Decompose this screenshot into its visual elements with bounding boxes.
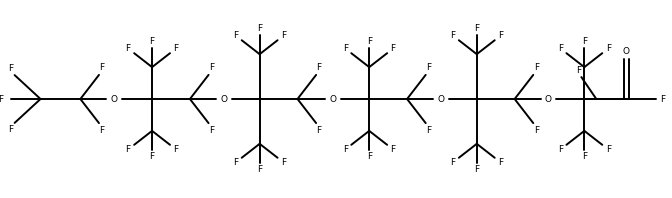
Text: F: F bbox=[558, 44, 563, 53]
Text: F: F bbox=[343, 145, 348, 154]
Text: F: F bbox=[126, 44, 131, 53]
Text: F: F bbox=[582, 37, 587, 46]
Text: F: F bbox=[390, 44, 396, 53]
Text: F: F bbox=[209, 63, 214, 72]
Text: F: F bbox=[149, 37, 155, 46]
Text: F: F bbox=[474, 24, 479, 33]
Text: F: F bbox=[209, 126, 214, 135]
Text: F: F bbox=[605, 44, 611, 53]
Text: F: F bbox=[534, 126, 539, 135]
Text: F: F bbox=[558, 145, 563, 154]
Text: F: F bbox=[343, 44, 348, 53]
Text: F: F bbox=[534, 63, 539, 72]
Text: F: F bbox=[8, 64, 13, 73]
Text: O: O bbox=[437, 94, 444, 104]
Text: F: F bbox=[281, 31, 286, 40]
Text: F: F bbox=[450, 158, 456, 167]
Text: F: F bbox=[99, 63, 105, 72]
Text: F: F bbox=[605, 145, 611, 154]
Text: F: F bbox=[126, 145, 131, 154]
Text: O: O bbox=[330, 94, 337, 104]
Text: F: F bbox=[367, 152, 372, 161]
Text: F: F bbox=[173, 44, 179, 53]
Text: F: F bbox=[576, 66, 581, 75]
Text: F: F bbox=[173, 145, 179, 154]
Text: F: F bbox=[281, 158, 286, 167]
Text: O: O bbox=[545, 94, 552, 104]
Text: F: F bbox=[426, 63, 431, 72]
Text: F: F bbox=[661, 94, 665, 104]
Text: O: O bbox=[111, 94, 118, 104]
Text: F: F bbox=[582, 152, 587, 161]
Text: F: F bbox=[317, 126, 322, 135]
Text: F: F bbox=[317, 63, 322, 72]
Text: F: F bbox=[367, 37, 372, 46]
Text: F: F bbox=[257, 165, 262, 174]
Text: F: F bbox=[8, 125, 13, 134]
Text: F: F bbox=[390, 145, 396, 154]
Text: F: F bbox=[149, 152, 155, 161]
Text: O: O bbox=[220, 94, 227, 104]
Text: F: F bbox=[233, 158, 239, 167]
Text: F: F bbox=[474, 165, 479, 174]
Text: F: F bbox=[426, 126, 431, 135]
Text: F: F bbox=[233, 31, 239, 40]
Text: F: F bbox=[257, 24, 262, 33]
Text: F: F bbox=[498, 158, 503, 167]
Text: O: O bbox=[623, 47, 630, 56]
Text: F: F bbox=[498, 31, 503, 40]
Text: F: F bbox=[450, 31, 456, 40]
Text: F: F bbox=[0, 94, 3, 104]
Text: F: F bbox=[99, 126, 105, 135]
